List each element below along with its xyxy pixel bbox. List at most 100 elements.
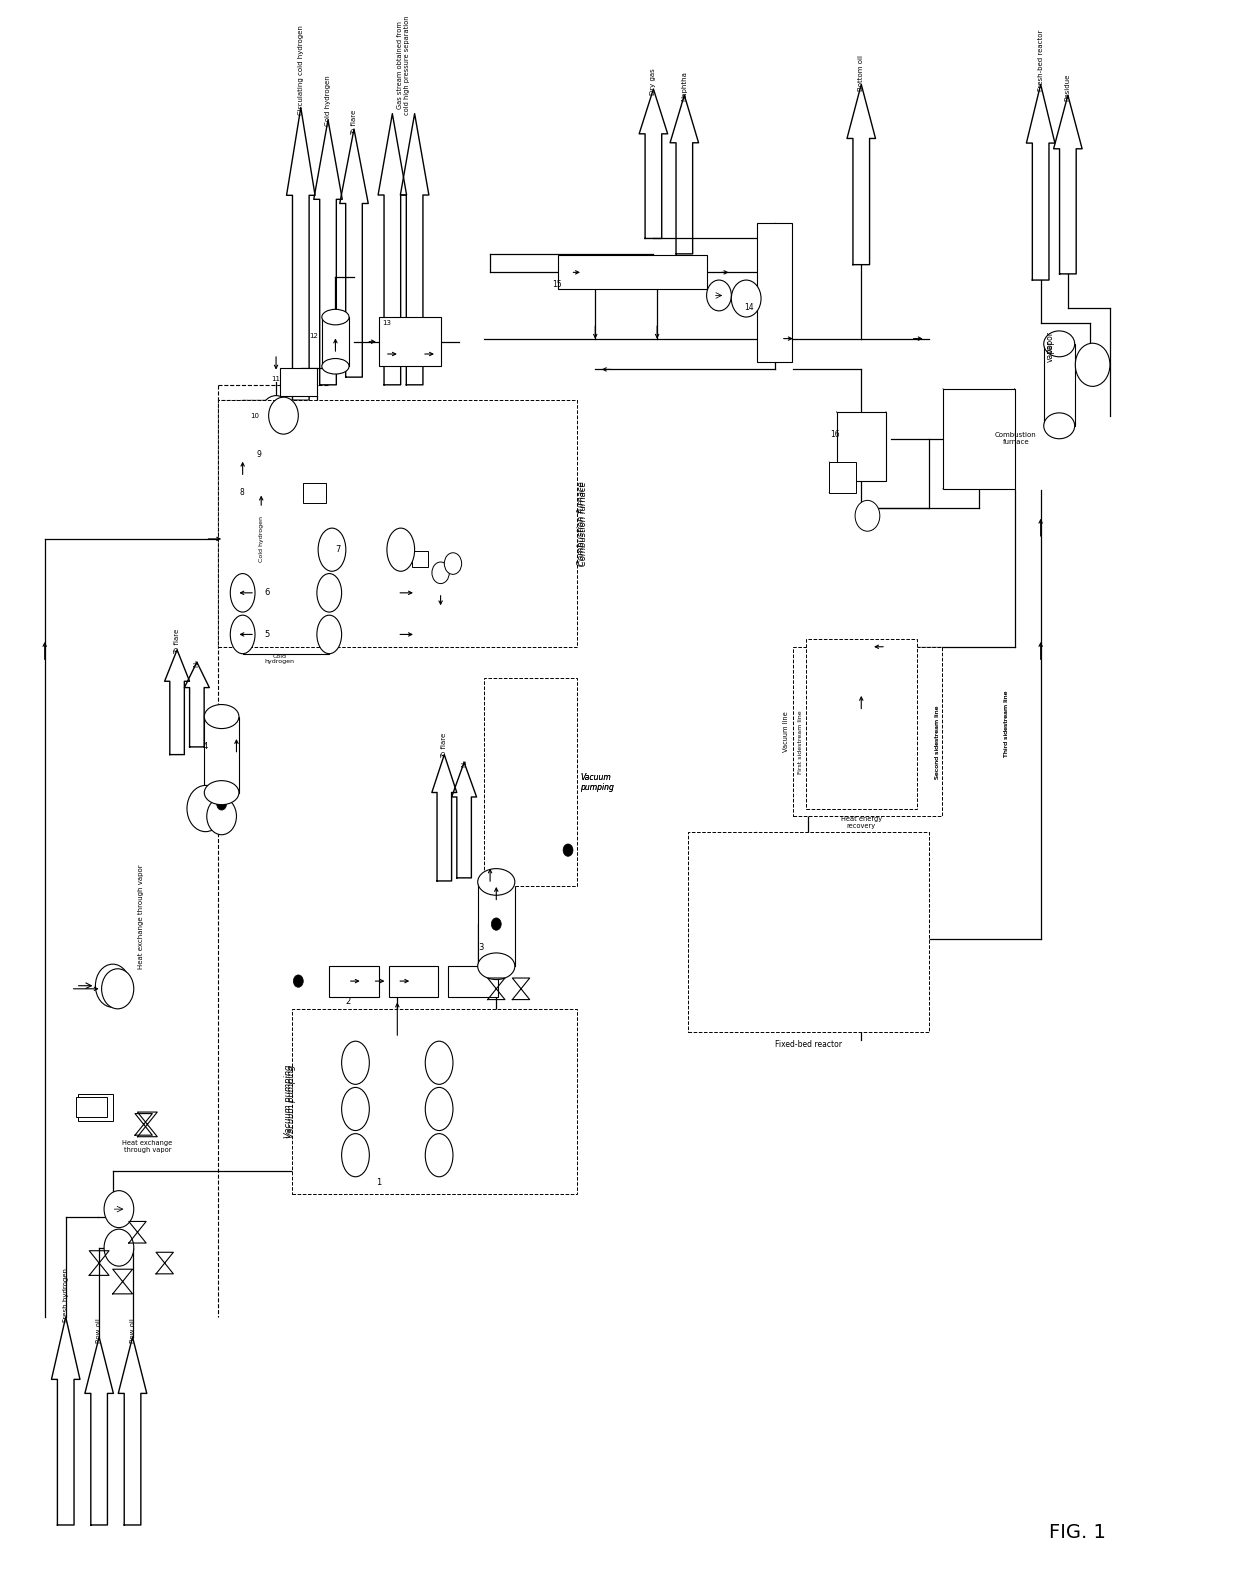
- Circle shape: [491, 918, 501, 931]
- Bar: [205, 716, 239, 792]
- Text: Residue: Residue: [1065, 75, 1071, 102]
- Text: 16: 16: [831, 430, 841, 438]
- Ellipse shape: [322, 359, 348, 375]
- Ellipse shape: [317, 615, 342, 654]
- Polygon shape: [286, 108, 315, 400]
- Text: 12: 12: [309, 332, 319, 338]
- Bar: [942, 389, 1014, 489]
- Polygon shape: [165, 649, 190, 754]
- Bar: [388, 966, 438, 997]
- Polygon shape: [451, 762, 476, 878]
- Text: Second sidestream line: Second sidestream line: [935, 705, 940, 780]
- Ellipse shape: [425, 1088, 453, 1131]
- Text: 10: 10: [249, 413, 259, 419]
- Ellipse shape: [231, 573, 255, 611]
- Polygon shape: [84, 1337, 113, 1524]
- Bar: [296, 443, 321, 465]
- Text: To flare: To flare: [441, 732, 448, 757]
- Circle shape: [294, 975, 304, 988]
- Text: Cold hydrogen: Cold hydrogen: [259, 516, 264, 562]
- Polygon shape: [340, 129, 368, 376]
- Text: Vacuum
pumping: Vacuum pumping: [580, 773, 614, 792]
- Polygon shape: [847, 84, 875, 265]
- Bar: [558, 256, 707, 289]
- Text: 7: 7: [335, 545, 341, 554]
- Bar: [332, 529, 401, 572]
- Bar: [806, 638, 916, 808]
- Polygon shape: [401, 114, 429, 384]
- Ellipse shape: [205, 705, 239, 729]
- Polygon shape: [118, 1337, 146, 1524]
- Text: Bottom oil: Bottom oil: [858, 54, 864, 91]
- Polygon shape: [639, 89, 667, 238]
- Polygon shape: [378, 114, 407, 384]
- Text: 6: 6: [264, 588, 270, 597]
- Bar: [322, 318, 348, 367]
- Text: Heat exchange through vapor: Heat exchange through vapor: [138, 864, 144, 969]
- Bar: [218, 400, 577, 646]
- Bar: [356, 1042, 439, 1085]
- Circle shape: [707, 279, 732, 311]
- Text: Vacuum
pumping: Vacuum pumping: [580, 773, 614, 792]
- Bar: [484, 678, 577, 886]
- Polygon shape: [314, 119, 342, 384]
- Bar: [837, 411, 887, 481]
- Text: Row oil: Row oil: [97, 1318, 102, 1343]
- Text: Combustion
furnace: Combustion furnace: [994, 432, 1037, 445]
- Ellipse shape: [387, 529, 414, 572]
- Text: Cold
hydrogen: Cold hydrogen: [265, 654, 295, 664]
- Bar: [1044, 345, 1075, 426]
- Text: Fresh hydrogen: Fresh hydrogen: [63, 1267, 68, 1321]
- Ellipse shape: [317, 573, 342, 611]
- Text: Combustion furnace: Combustion furnace: [577, 481, 585, 565]
- Bar: [794, 646, 941, 816]
- Text: vapor: vapor: [1047, 340, 1055, 362]
- Polygon shape: [52, 1316, 79, 1524]
- Bar: [412, 551, 428, 567]
- Bar: [477, 881, 515, 966]
- Text: Naphtha: Naphtha: [681, 71, 687, 102]
- Bar: [830, 462, 857, 492]
- Text: 4: 4: [203, 743, 208, 751]
- Bar: [280, 368, 317, 395]
- Text: vapor: vapor: [1047, 330, 1055, 353]
- Polygon shape: [1027, 84, 1055, 279]
- Text: 15: 15: [552, 279, 562, 289]
- Text: 2: 2: [345, 997, 351, 1005]
- Bar: [243, 615, 330, 654]
- Bar: [448, 966, 497, 997]
- Ellipse shape: [342, 1134, 370, 1177]
- Circle shape: [260, 395, 293, 435]
- Text: First sidestream line: First sidestream line: [799, 710, 804, 773]
- Text: Fixed-bed reactor: Fixed-bed reactor: [775, 1040, 842, 1048]
- Ellipse shape: [477, 869, 515, 896]
- Bar: [304, 483, 326, 503]
- Ellipse shape: [342, 1088, 370, 1131]
- Ellipse shape: [425, 1042, 453, 1085]
- Text: Dry gas: Dry gas: [651, 68, 656, 95]
- Text: 5: 5: [265, 630, 270, 638]
- Circle shape: [269, 397, 299, 434]
- Ellipse shape: [231, 615, 255, 654]
- Text: To flare: To flare: [174, 629, 180, 654]
- Ellipse shape: [425, 1134, 453, 1177]
- Ellipse shape: [1044, 413, 1075, 438]
- Text: Vacuum pumping: Vacuum pumping: [286, 1064, 296, 1139]
- Text: 11: 11: [270, 376, 280, 381]
- Bar: [356, 1088, 439, 1131]
- Bar: [330, 966, 378, 997]
- Text: 9: 9: [257, 449, 262, 459]
- Text: Vacuum line: Vacuum line: [784, 711, 790, 751]
- Circle shape: [187, 786, 224, 832]
- Text: Circulating cold hydrogen: Circulating cold hydrogen: [298, 25, 304, 116]
- Text: Combustion furnace: Combustion furnace: [579, 481, 588, 565]
- Ellipse shape: [342, 1042, 370, 1085]
- Bar: [356, 1134, 439, 1177]
- Text: Heat energy
recovery: Heat energy recovery: [841, 816, 882, 829]
- Circle shape: [444, 553, 461, 575]
- Bar: [758, 222, 792, 362]
- Text: Third sidestream line: Third sidestream line: [1003, 691, 1008, 757]
- Polygon shape: [185, 662, 210, 746]
- Text: Cold hydrogen: Cold hydrogen: [325, 75, 331, 125]
- Ellipse shape: [319, 529, 346, 572]
